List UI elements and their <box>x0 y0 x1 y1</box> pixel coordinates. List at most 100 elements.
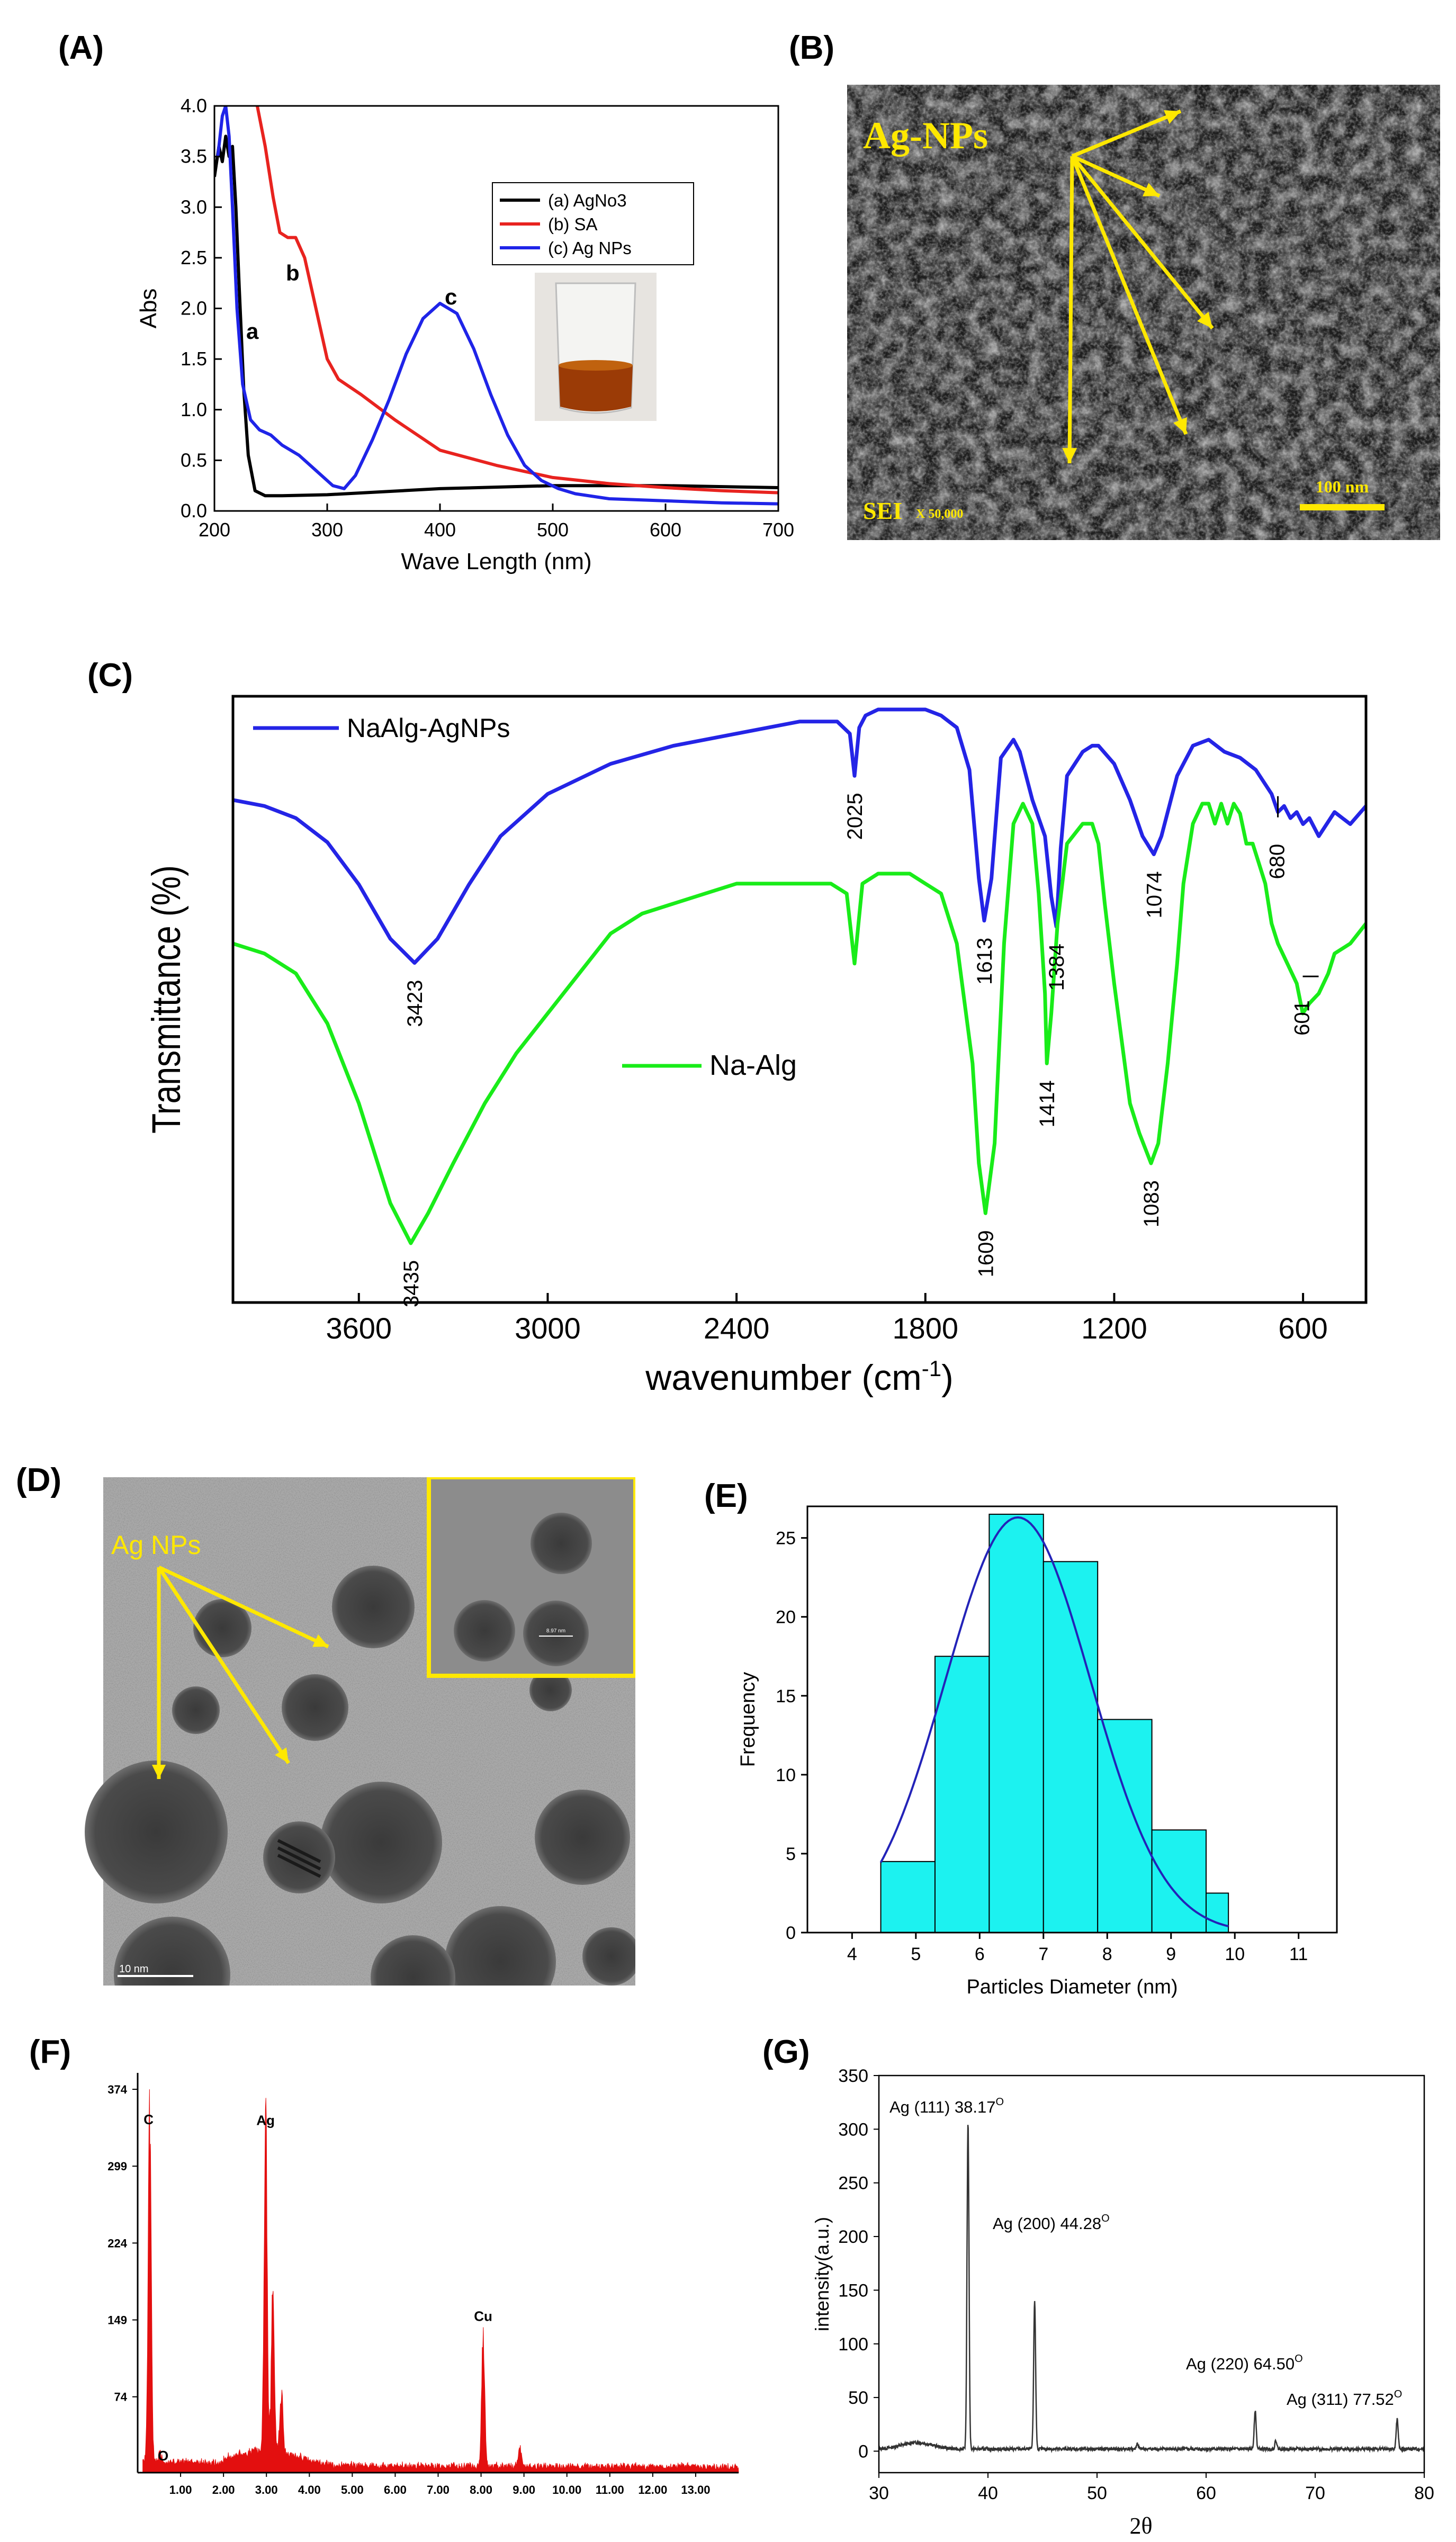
x-axis-label: wavenumber (cm-1) <box>645 1356 954 1398</box>
x-tick-label: 5 <box>911 1944 921 1964</box>
peak-label: 1384 <box>1045 944 1068 991</box>
peak-label: Ag (311) 77.52O <box>1287 2388 1402 2409</box>
y-tick-label: 3.0 <box>181 196 207 218</box>
ftir-chart: 3600 3000 2400 1800 1200 600 wavenumber (cm-1)… <box>143 695 1368 1398</box>
tem-arrow <box>158 1565 329 1649</box>
legend-label: (a) AgNo3 <box>548 191 627 210</box>
tem-arrow-head <box>275 1747 289 1763</box>
beaker-photo <box>535 273 657 421</box>
x-tick-label: 40 <box>978 2483 998 2503</box>
eds-spectrum <box>142 2089 739 2473</box>
x-tick-label: 12.00 <box>638 2483 667 2496</box>
legend-label: (c) Ag NPs <box>548 238 632 258</box>
sem-arrow <box>1071 155 1214 330</box>
tem-nanoparticle <box>332 1566 415 1648</box>
plot-frame <box>231 695 1368 1304</box>
x-tick-label: 3.00 <box>255 2483 278 2496</box>
x-tick-label: 30 <box>869 2483 889 2503</box>
lattice-fringe <box>277 1839 321 1863</box>
x-tick-label: 9 <box>1166 1944 1176 1964</box>
tem-inset-label: 8.97 nm <box>546 1628 565 1634</box>
plot-frame <box>806 1505 1338 1934</box>
series-line-naalg-agnps <box>233 707 1366 965</box>
peak-label: 3435 <box>400 1260 423 1307</box>
y-tick-label: 0 <box>786 1923 796 1943</box>
sem-arrow-head <box>1197 311 1212 328</box>
y-tick-label: 20 <box>776 1607 796 1628</box>
series-line-agnp <box>216 106 778 506</box>
y-tick-label: 5 <box>786 1844 796 1864</box>
peak-label: Cu <box>474 2308 492 2324</box>
tem-nanoparticle <box>582 1927 635 1986</box>
panel-label-e: (E) <box>704 1478 748 1514</box>
sem-image: Ag-NPs SEI X 50,000 100 nm <box>847 85 1440 540</box>
y-tick-label: 299 <box>107 2160 127 2173</box>
histogram-chart: 4 5 6 7 8 9 10 11 0 5 10 15 20 25 Particles Diameter (… <box>737 1505 1338 1998</box>
y-tick-label: 2.5 <box>181 247 207 268</box>
histogram-bar <box>1151 1829 1207 1933</box>
tem-nanoparticle <box>320 1782 442 1903</box>
tem-nanoparticle <box>172 1686 220 1734</box>
y-tick-label: 1.0 <box>181 399 207 420</box>
plot-frame <box>213 105 779 512</box>
peak-label: 1609 <box>974 1230 997 1277</box>
y-tick-label: 74 <box>114 2391 128 2404</box>
x-tick-label: 7.00 <box>427 2483 450 2496</box>
tem-nanoparticle <box>535 1790 630 1885</box>
beaker-liquid-surface <box>559 360 633 371</box>
histogram-bar <box>1206 1892 1229 1933</box>
y-tick-label: 50 <box>848 2388 868 2408</box>
sem-arrow <box>1070 155 1188 435</box>
curve-label: c <box>445 284 457 309</box>
x-tick-label: 600 <box>1278 1312 1327 1345</box>
sem-magnification: X 50,000 <box>916 507 963 521</box>
x-axis-label: 2θ <box>1129 2513 1152 2539</box>
x-tick-label: 7 <box>1038 1944 1048 1964</box>
x-tick-label: 600 <box>650 519 681 541</box>
tem-inset-nanoparticle <box>531 1513 592 1574</box>
x-tick-label: 500 <box>537 519 569 541</box>
x-tick-label: 6 <box>975 1944 985 1964</box>
y-tick-label: 224 <box>107 2236 127 2250</box>
tem-scale-label: 10 nm <box>119 1963 149 1975</box>
y-axis-label: Transmittance (%) <box>143 865 188 1134</box>
panel-label-g: (G) <box>762 2034 810 2070</box>
x-tick-label: 1200 <box>1081 1312 1147 1345</box>
x-tick-label: 4 <box>847 1944 857 1964</box>
tem-nanoparticle <box>85 1760 228 1903</box>
x-tick-label: 13.00 <box>681 2483 710 2496</box>
y-tick-label: 4.0 <box>181 95 207 116</box>
sem-arrow-head <box>1062 448 1077 463</box>
x-tick-label: 80 <box>1414 2483 1434 2503</box>
panel-label-a: (A) <box>58 30 104 66</box>
y-tick-label: 15 <box>776 1686 796 1706</box>
panel-label-f: (F) <box>29 2034 71 2070</box>
sem-arrow <box>1067 156 1074 464</box>
x-tick-label: 8.00 <box>470 2483 492 2496</box>
tem-arrow <box>157 1566 290 1764</box>
y-tick-label: 0.0 <box>181 500 207 522</box>
tem-image: 8.97 nm Ag NPs 10 nm <box>85 1477 635 1986</box>
tem-nanoparticle <box>445 1906 556 1986</box>
y-axis-label: Frequency <box>737 1672 759 1767</box>
x-tick-label: 300 <box>311 519 343 541</box>
peak-label: 1613 <box>973 938 996 985</box>
x-tick-label: 3600 <box>326 1312 392 1345</box>
x-tick-label: 9.00 <box>513 2483 535 2496</box>
tem-nanoparticle <box>282 1674 348 1741</box>
y-tick-label: 300 <box>838 2119 868 2140</box>
y-tick-label: 0 <box>858 2441 868 2462</box>
x-tick-label: 700 <box>762 519 794 541</box>
sem-mode-label: SEI <box>863 497 902 524</box>
x-axis-label: Particles Diameter (nm) <box>966 1976 1178 1998</box>
sem-scale-bar <box>1300 504 1385 510</box>
y-tick-label: 200 <box>838 2227 868 2247</box>
histogram-bar <box>1042 1561 1099 1933</box>
x-tick-label: 200 <box>199 519 230 541</box>
legend-label: NaAlg-AgNPs <box>347 713 510 743</box>
x-tick-label: 2400 <box>704 1312 770 1345</box>
peak-label: C <box>143 2112 154 2127</box>
x-tick-label: 50 <box>1087 2483 1107 2503</box>
sem-arrow-head <box>1143 183 1160 196</box>
x-tick-label: 3000 <box>515 1312 581 1345</box>
